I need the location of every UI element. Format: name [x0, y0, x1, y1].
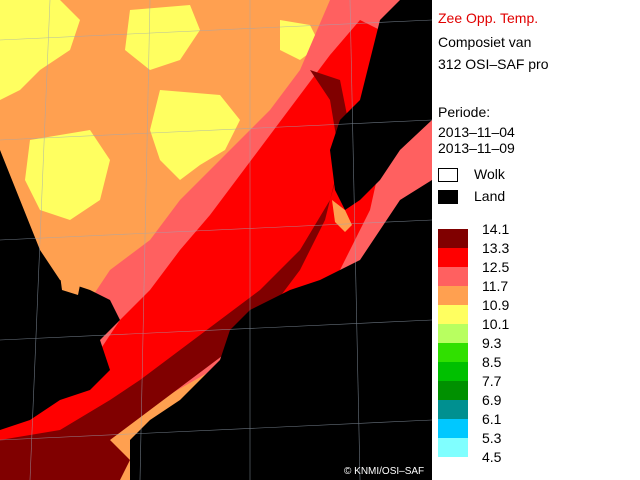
legend-panel: Zee Opp. Temp. Composiet van 312 OSI–SAF…: [432, 0, 640, 480]
date-end: 2013–11–09: [438, 140, 515, 156]
yellow-patch-west: [25, 130, 110, 220]
scale-swatch: [438, 305, 468, 324]
land-denmark: [330, 0, 432, 210]
scale-swatch: [438, 229, 468, 248]
sea-temperature-map: [0, 0, 432, 480]
scale-swatch: [438, 248, 468, 267]
yellow-patch-top: [125, 5, 200, 70]
scale-label: 6.9: [482, 392, 502, 408]
scale-label: 5.3: [482, 430, 502, 446]
scale-swatch: [438, 324, 468, 343]
cloud-label: Wolk: [474, 166, 505, 182]
cloud-swatch: [438, 168, 458, 182]
legend-line2: Composiet van: [438, 34, 532, 50]
scale-label: 4.5: [482, 449, 502, 465]
land-continent: [130, 180, 432, 480]
scale-swatch: [438, 419, 468, 438]
credit-text: © KNMI/OSI–SAF: [344, 466, 425, 477]
scale-label: 11.7: [482, 278, 509, 294]
period-label: Periode:: [438, 104, 491, 120]
scale-swatch: [438, 286, 468, 305]
land-swatch: [438, 190, 458, 204]
sea-hot-band: [0, 70, 350, 480]
scale-swatch: [438, 400, 468, 419]
yellow-patch-center: [150, 90, 240, 180]
legend-title: Zee Opp. Temp.: [438, 10, 539, 26]
scale-label: 10.9: [482, 297, 510, 313]
scale-swatch: [438, 438, 468, 457]
graticule: [0, 0, 432, 480]
scale-swatch: [438, 267, 468, 286]
scale-label: 14.1: [482, 221, 510, 237]
land-uk: [0, 150, 120, 430]
coast-patch-uk: [60, 275, 80, 295]
scale-swatch: [438, 362, 468, 381]
scale-label: 6.1: [482, 411, 502, 427]
yellow-patches: [0, 0, 320, 220]
date-start: 2013–11–04: [438, 124, 515, 140]
scale-label: 13.3: [482, 240, 510, 256]
scale-label: 12.5: [482, 259, 510, 275]
legend-line3: 312 OSI–SAF pro: [438, 56, 549, 72]
scale-label: 10.1: [482, 316, 510, 332]
land-label: Land: [474, 188, 506, 204]
scale-label: 8.5: [482, 354, 502, 370]
scale-label: 7.7: [482, 373, 502, 389]
scale-swatch: [438, 343, 468, 362]
scale-swatch: [438, 381, 468, 400]
scale-label: 9.3: [482, 335, 502, 351]
yellow-patch-north: [0, 0, 80, 100]
